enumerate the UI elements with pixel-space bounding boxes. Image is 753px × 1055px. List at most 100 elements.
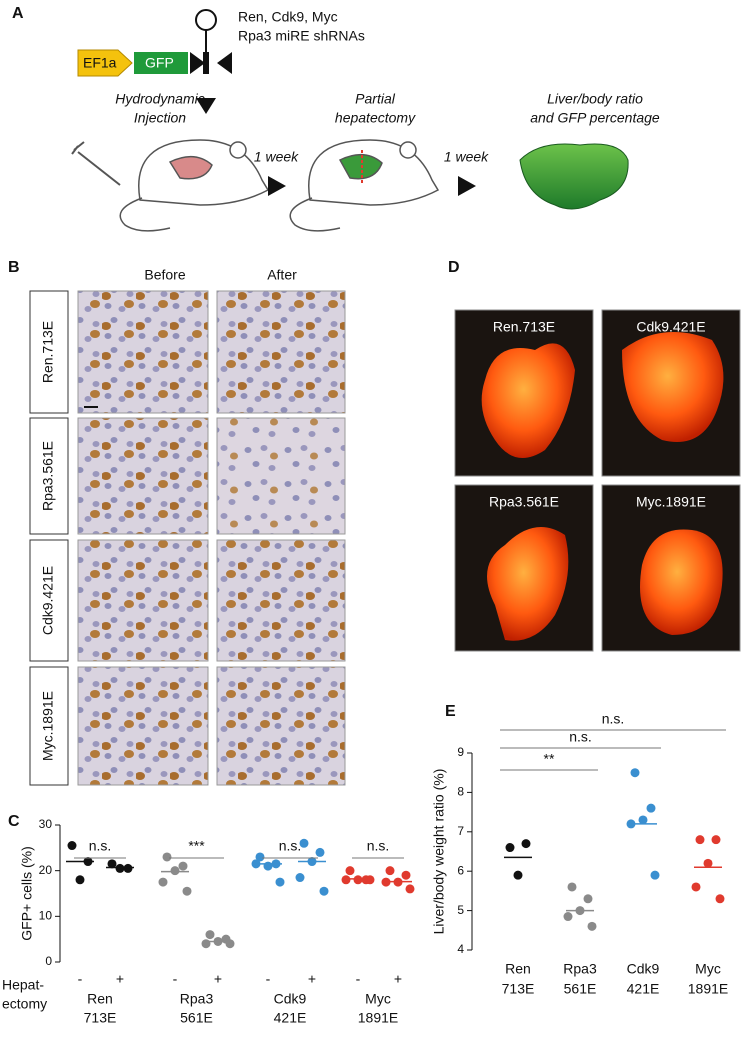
liver-photo (481, 343, 575, 458)
x-tick-label: - (356, 971, 361, 987)
significance: *** (188, 838, 205, 854)
row-label-box (29, 417, 69, 535)
liver-photo (622, 332, 724, 442)
syringe (71, 141, 121, 186)
down-arrow (196, 98, 216, 114)
dot (162, 852, 172, 862)
liver (519, 143, 629, 210)
significance: n.s. (569, 729, 592, 745)
panel-label: E (445, 703, 456, 720)
gfp-box (134, 52, 188, 74)
dot (567, 882, 577, 892)
x-tick-label: + (394, 971, 402, 987)
promoter-arrow (77, 49, 133, 77)
y-tick-label: 6 (457, 863, 464, 877)
panel-label: B (8, 259, 20, 276)
liver-photo (487, 527, 569, 641)
dot (405, 884, 415, 894)
photo-label: Ren.713E (493, 319, 555, 335)
dot (255, 852, 265, 862)
dot (170, 866, 180, 876)
dot (115, 863, 125, 873)
y-tick-label: 5 (457, 903, 464, 917)
x-title: Hepat- (2, 977, 44, 993)
x-tick-label: + (214, 971, 222, 987)
y-tick-label: 9 (457, 745, 464, 759)
construct-text: Ren, Cdk9, Myc (238, 9, 338, 25)
y-axis-label: Liver/body weight ratio (%) (431, 769, 447, 935)
significance: n.s. (89, 838, 112, 854)
step: Liver/body ratio (547, 91, 643, 107)
y-tick-label: 7 (457, 824, 464, 838)
row-label: Rpa3.561E (40, 441, 56, 511)
row-label-box (29, 539, 69, 662)
dot (178, 861, 188, 871)
row-label: Myc.1891E (40, 691, 56, 761)
right-arrow (268, 176, 286, 196)
ihc-image (77, 666, 209, 786)
hairpin-loop (195, 9, 217, 31)
y-tick-label: 20 (39, 863, 53, 877)
dot (711, 835, 721, 845)
y-tick-label: 8 (457, 785, 464, 799)
hairpin-stem (203, 52, 209, 74)
dot (650, 870, 660, 880)
dot (341, 875, 351, 885)
dot (513, 870, 523, 880)
x-tick-label: 1891E (688, 981, 728, 997)
panel-label: C (8, 813, 20, 830)
panel-label: D (448, 259, 460, 276)
y-tick-label: 10 (39, 909, 53, 923)
significance: n.s. (279, 838, 302, 854)
photo-label: Rpa3.561E (489, 494, 559, 510)
ihc-image (216, 539, 346, 662)
dot (315, 847, 325, 857)
step: hepatectomy (335, 110, 416, 126)
interval: 1 week (254, 149, 299, 165)
column-header: Before (144, 267, 185, 283)
dot (646, 803, 656, 813)
dot (158, 877, 168, 887)
dot (345, 866, 355, 876)
mouse (119, 139, 270, 232)
photo-label: Cdk9.421E (636, 319, 705, 335)
dot (225, 939, 235, 949)
dot (521, 839, 531, 849)
x-tick-label: + (308, 971, 316, 987)
group-label: Cdk9 (274, 991, 307, 1007)
dot (107, 859, 117, 869)
row-label: Ren.713E (40, 321, 56, 383)
dot (695, 835, 705, 845)
ihc-image (77, 539, 209, 662)
dot (295, 873, 305, 883)
panel-a: A EF1a GFP Ren, Cdk9, Myc Rpa3 miRE shRN… (12, 5, 660, 232)
photo-label: Myc.1891E (636, 494, 706, 510)
dot (365, 875, 375, 885)
x-tick-label: - (173, 971, 178, 987)
panel-b: B Before After Ren.713E Rpa3.561E Cdk9.421… (8, 259, 346, 786)
significance: ** (544, 751, 555, 767)
dot (353, 875, 363, 885)
hairpin-arrows (190, 52, 232, 74)
dot (182, 886, 192, 896)
y-tick-label: 0 (45, 954, 52, 968)
dot (630, 768, 640, 778)
significance: n.s. (367, 838, 390, 854)
dot (67, 841, 77, 851)
x-tick-label: - (78, 971, 83, 987)
x-tick-label: Cdk9 (627, 961, 660, 977)
dot (263, 861, 273, 871)
x-tick-label: 421E (627, 981, 660, 997)
dot (401, 870, 411, 880)
x-tick-label: Ren (505, 961, 531, 977)
dot (205, 930, 215, 940)
promoter: EF1a (83, 55, 117, 71)
dot (505, 843, 515, 853)
group-label: 1891E (358, 1010, 398, 1026)
dot (691, 882, 701, 892)
x-title: ectomy (2, 996, 47, 1012)
group-label: 561E (180, 1010, 213, 1026)
dot (123, 863, 133, 873)
